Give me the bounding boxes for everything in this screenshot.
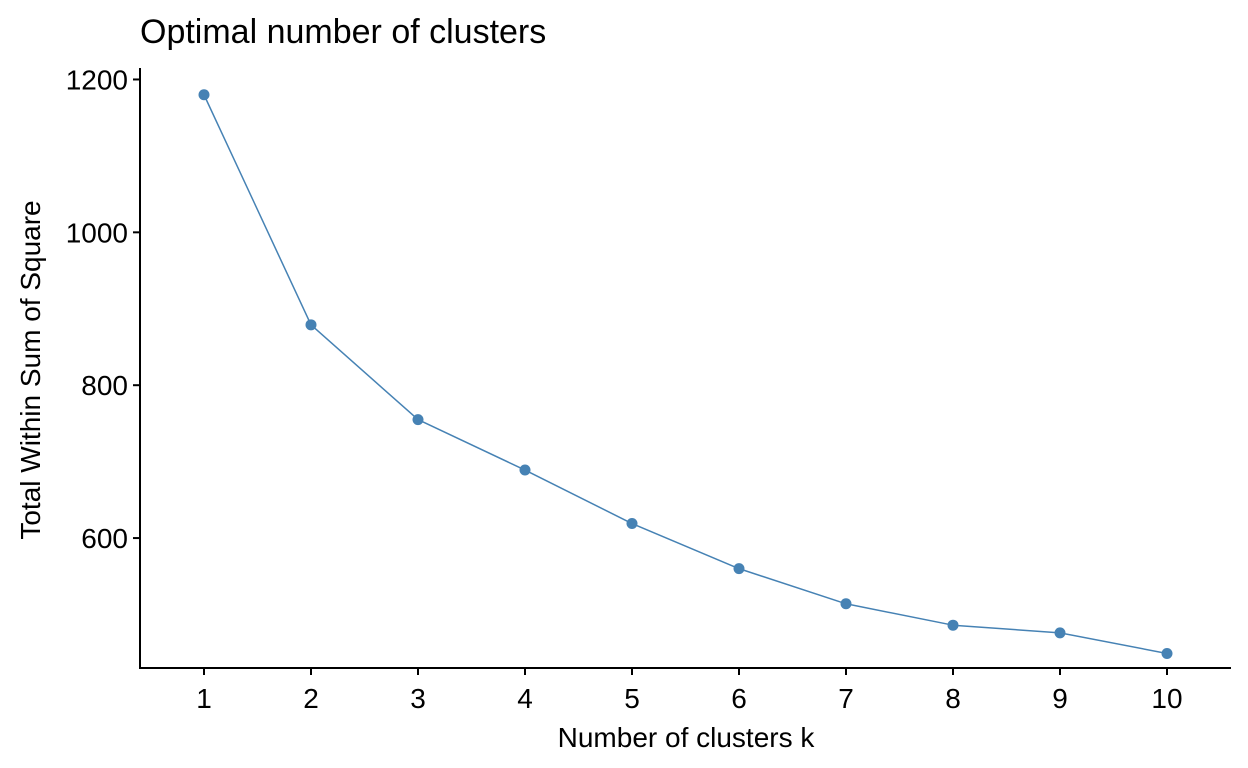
data-point (305, 319, 317, 331)
x-tick-label: 6 (731, 683, 747, 714)
data-point (412, 414, 424, 426)
x-tick-label: 1 (196, 683, 212, 714)
data-point (840, 598, 852, 610)
data-point (626, 518, 638, 530)
data-point (198, 89, 210, 101)
x-axis-title: Number of clusters k (558, 722, 816, 753)
x-tick-label: 2 (303, 683, 319, 714)
x-tick-label: 3 (410, 683, 426, 714)
x-tick-label: 7 (838, 683, 854, 714)
data-point (519, 464, 531, 476)
data-point (733, 563, 745, 575)
y-tick-label: 800 (81, 370, 128, 401)
y-tick-label: 600 (81, 523, 128, 554)
series-lines (203, 94, 1168, 655)
data-point (1161, 647, 1173, 659)
y-axis-ticks: 600 800 1000 1200 (66, 64, 140, 554)
x-axis-ticks: 1 2 3 4 5 6 7 8 9 10 (196, 668, 1183, 714)
x-tick-label: 4 (517, 683, 533, 714)
data-point (947, 619, 959, 631)
y-tick-label: 1000 (66, 217, 128, 248)
chart-title: Optimal number of clusters (140, 13, 546, 51)
x-tick-label: 8 (945, 683, 961, 714)
series-points (198, 89, 1173, 659)
x-tick-label: 10 (1151, 683, 1182, 714)
y-axis-title: Total Within Sum of Square (15, 200, 46, 539)
y-tick-label: 1200 (66, 64, 128, 95)
x-tick-label: 5 (624, 683, 640, 714)
series-line (203, 94, 1168, 655)
x-tick-label: 9 (1052, 683, 1068, 714)
data-point (1054, 627, 1066, 639)
